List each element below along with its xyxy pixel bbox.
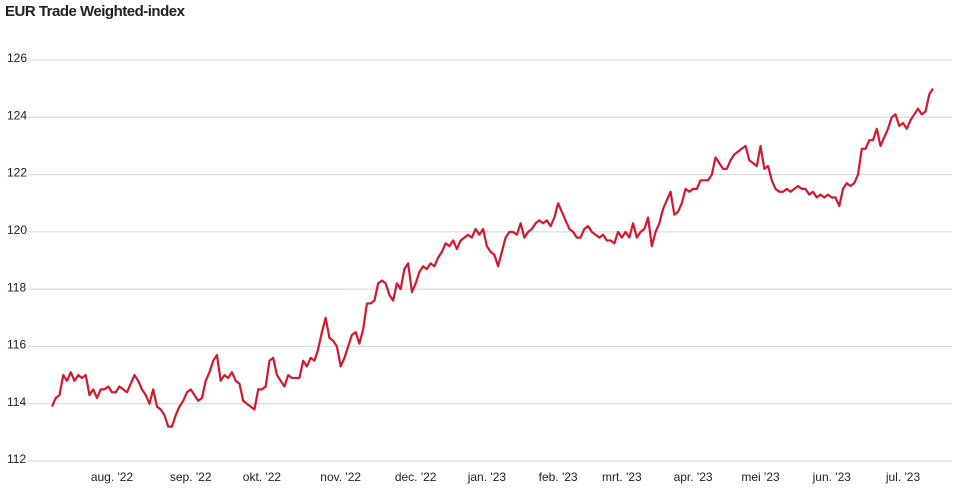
x-tick-label: jun. '23 <box>812 470 852 484</box>
x-tick-label: apr. '23 <box>674 470 713 484</box>
x-tick-label: feb. '23 <box>539 470 578 484</box>
data-line <box>50 88 934 428</box>
y-tick-label: 122 <box>7 166 27 180</box>
x-tick-label: okt. '22 <box>243 470 282 484</box>
x-tick-label: nov. '22 <box>320 470 361 484</box>
x-tick-label: mei '23 <box>741 470 780 484</box>
chart-title: EUR Trade Weighted-index <box>5 3 186 20</box>
y-tick-label: 114 <box>7 395 26 409</box>
y-tick-label: 120 <box>7 223 27 237</box>
x-tick-label: aug. '22 <box>91 470 134 484</box>
y-tick-label: 118 <box>7 280 26 294</box>
y-tick-label: 124 <box>7 108 27 122</box>
y-tick-label: 112 <box>7 452 26 466</box>
x-tick-label: jan. '23 <box>467 470 507 484</box>
y-tick-label: 116 <box>7 338 26 352</box>
x-tick-label: mrt. '23 <box>602 470 642 484</box>
y-tick-label: 126 <box>7 51 27 65</box>
x-tick-label: sep. '22 <box>170 470 212 484</box>
x-tick-label: jul. '23 <box>885 470 921 484</box>
x-tick-label: dec. '22 <box>395 470 437 484</box>
